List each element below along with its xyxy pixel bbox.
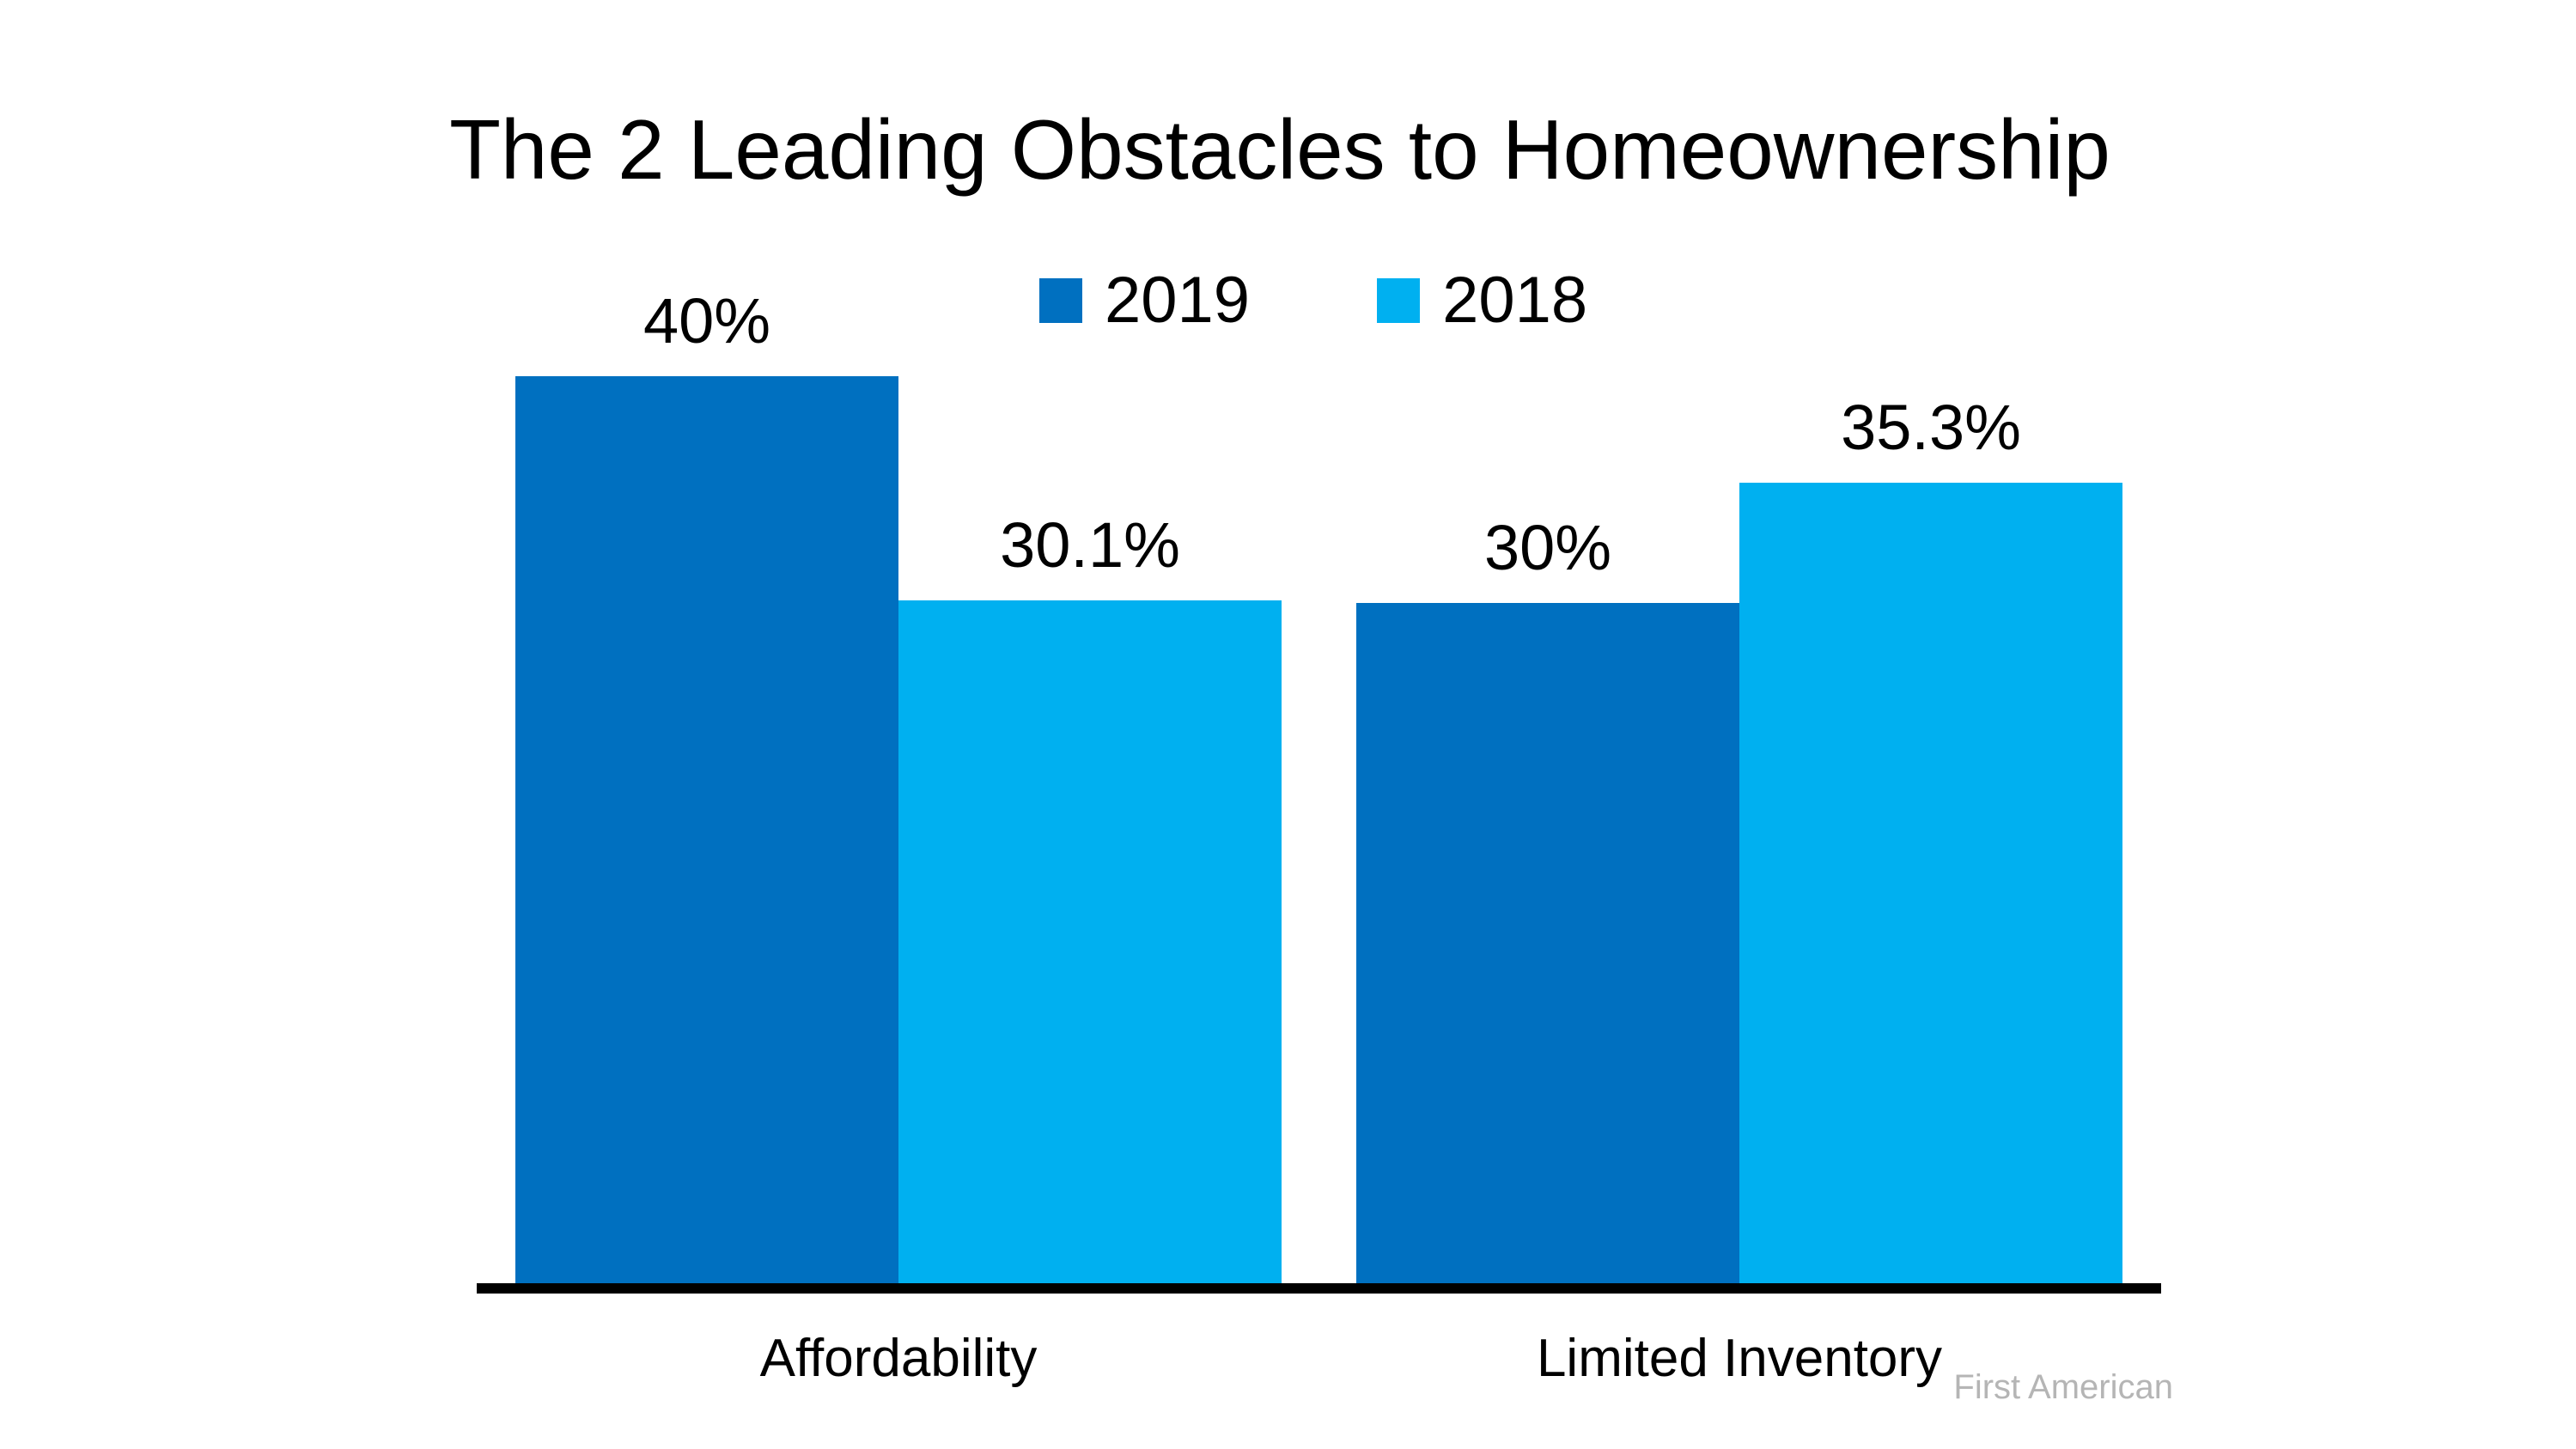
legend: 2019 2018	[1039, 268, 1587, 333]
legend-label-2018: 2018	[1442, 264, 1588, 337]
value-label-2019-affordability: 40%	[642, 285, 771, 356]
value-label-2019-limited-inventory: 30%	[1483, 512, 1612, 583]
value-label-2018-affordability: 30.1%	[1000, 509, 1180, 581]
category-label-limited-inventory: Limited Inventory	[1536, 1329, 1943, 1388]
value-label-2018-limited-inventory: 35.3%	[1841, 392, 2021, 463]
bar-2019-limited-inventory	[1356, 603, 1739, 1283]
category-label-affordability: Affordability	[759, 1329, 1038, 1388]
legend-swatch-2019	[1039, 278, 1082, 323]
bar-2018-affordability	[898, 600, 1282, 1283]
watermark-first-american: First American	[1953, 1368, 2173, 1406]
legend-item-2019: 2019	[1039, 268, 1250, 333]
bar-2019-affordability	[515, 376, 898, 1283]
legend-item-2018: 2018	[1377, 268, 1587, 333]
chart-title: The 2 Leading Obstacles to Homeownership	[449, 102, 2110, 197]
legend-label-2019: 2019	[1105, 264, 1251, 337]
x-axis-line	[477, 1283, 2161, 1294]
legend-swatch-2018	[1377, 278, 1421, 323]
bar-2018-limited-inventory	[1739, 483, 2122, 1283]
